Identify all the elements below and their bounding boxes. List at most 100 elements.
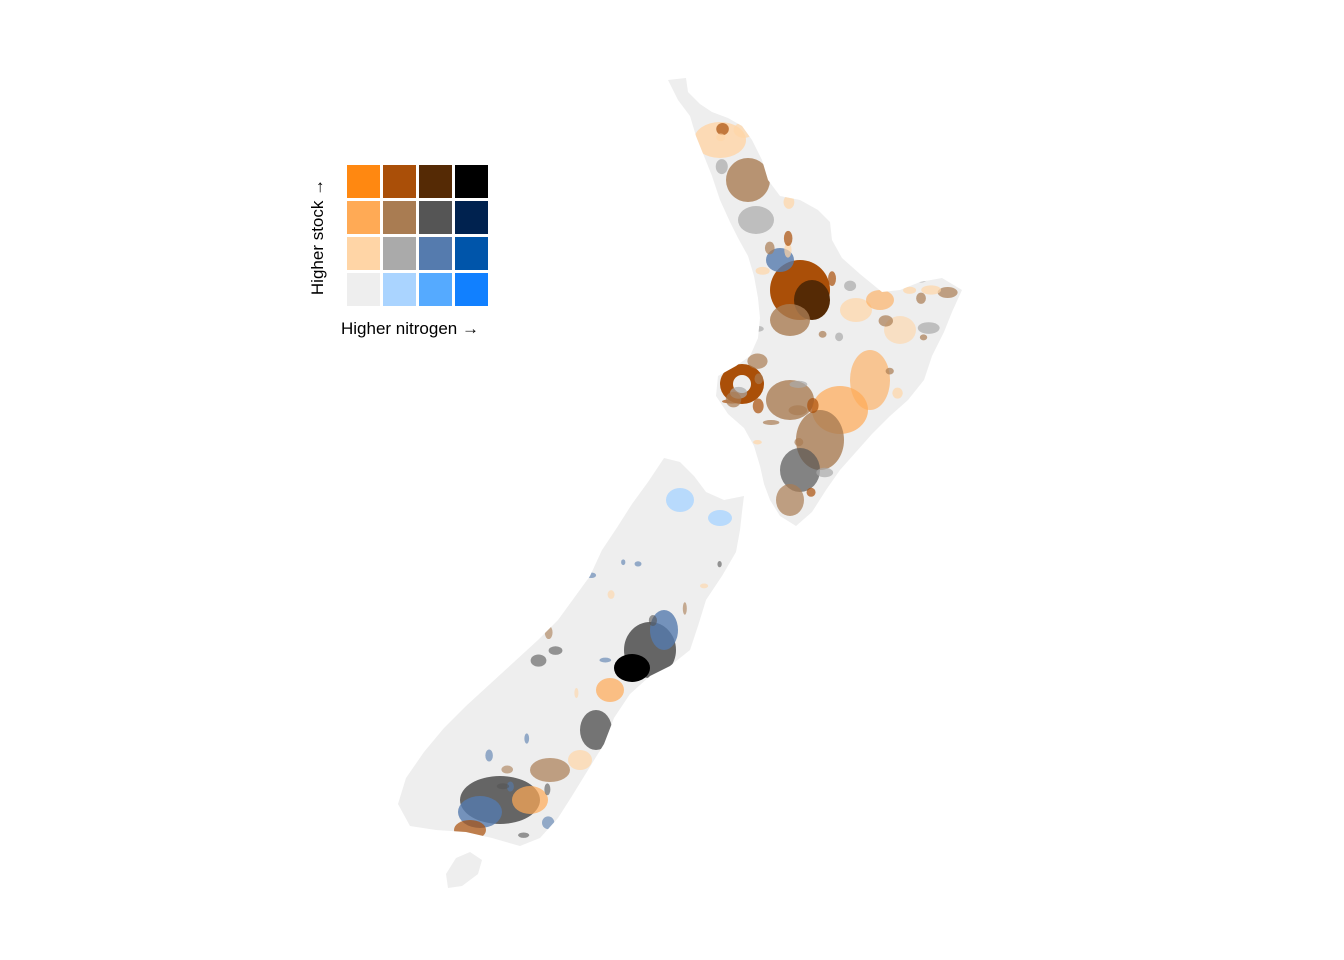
map-patch xyxy=(574,687,579,699)
legend-swatch xyxy=(419,165,452,198)
map-patch xyxy=(783,195,795,209)
map-patch xyxy=(544,625,553,640)
map-patch xyxy=(443,699,453,709)
map-patch xyxy=(937,286,958,299)
map-patch xyxy=(784,242,792,258)
map-patch xyxy=(599,749,610,755)
map-patch xyxy=(708,510,732,526)
map-patch xyxy=(648,615,657,627)
map-patch xyxy=(454,820,486,840)
map-patch xyxy=(716,133,726,142)
map-patch xyxy=(932,474,952,488)
map-patch xyxy=(542,816,555,830)
map-patch xyxy=(715,159,728,175)
map-patch xyxy=(764,241,775,255)
map-patch xyxy=(650,610,678,650)
map-patch xyxy=(506,781,514,792)
map-patch xyxy=(818,125,829,136)
legend-swatch xyxy=(419,237,452,270)
map-patch xyxy=(752,398,764,414)
map-patch xyxy=(780,448,820,492)
map-patch xyxy=(770,304,810,336)
map-patch xyxy=(667,771,680,782)
map-patch xyxy=(682,602,687,615)
map-patch xyxy=(720,299,734,304)
map-patch xyxy=(806,487,816,497)
map-patch xyxy=(529,587,542,594)
map-patch xyxy=(708,401,722,412)
legend-y-axis-label: Higher stock → xyxy=(308,178,327,296)
map-patch xyxy=(685,749,694,761)
map-patch xyxy=(685,656,693,664)
legend-swatch xyxy=(419,273,452,306)
map-patch xyxy=(921,285,942,295)
map-patch xyxy=(695,317,715,332)
map-patch xyxy=(566,806,572,816)
map-patch xyxy=(917,394,925,403)
map-patch xyxy=(833,115,845,124)
map-patch xyxy=(518,832,530,838)
map-patch xyxy=(762,420,780,425)
map-patch xyxy=(541,583,552,590)
map-patch xyxy=(710,737,718,744)
map-patch xyxy=(544,783,551,796)
map-patch xyxy=(541,599,551,607)
map-patch xyxy=(853,214,866,220)
map-patch xyxy=(799,134,821,146)
map-patch xyxy=(607,590,615,599)
legend-color-grid xyxy=(347,165,491,309)
legend-swatch xyxy=(419,201,452,234)
map-patch xyxy=(776,484,804,516)
map-patch xyxy=(496,783,510,790)
map-patch xyxy=(699,583,709,589)
map-patch xyxy=(747,353,768,369)
map-patch xyxy=(725,391,742,408)
map-patch xyxy=(721,267,731,277)
map-patch xyxy=(903,286,917,294)
map-patch xyxy=(462,689,476,694)
map-patch xyxy=(440,593,449,603)
map-patch xyxy=(514,554,525,566)
map-patch xyxy=(666,488,694,512)
map-patch xyxy=(657,843,664,846)
map-patch xyxy=(807,397,819,414)
map-patch xyxy=(726,158,770,202)
map-patch xyxy=(521,625,532,636)
map-patch xyxy=(844,280,857,292)
map-patch xyxy=(754,373,764,385)
stewart-island xyxy=(446,852,482,888)
legend-swatch xyxy=(347,237,380,270)
map-patch xyxy=(596,678,624,702)
map-patch xyxy=(753,439,762,445)
map-patch xyxy=(464,593,469,605)
map-patch xyxy=(479,583,491,592)
bivariate-legend: Higher stock → Higher nitrogen → xyxy=(300,160,520,350)
map-patch xyxy=(866,290,894,310)
map-patch xyxy=(880,156,891,170)
map-patch xyxy=(869,490,886,499)
map-patch xyxy=(788,405,808,416)
map-patch xyxy=(733,107,750,113)
map-patch xyxy=(919,334,928,341)
map-patch xyxy=(863,214,873,231)
map-patch xyxy=(524,733,530,744)
map-patch xyxy=(892,387,903,399)
map-patch xyxy=(436,645,445,658)
map-patch xyxy=(822,120,835,128)
map-patch xyxy=(634,561,642,567)
map-patch xyxy=(580,710,612,750)
map-patch xyxy=(698,642,714,654)
map-patch xyxy=(548,646,563,655)
map-patch xyxy=(878,315,894,327)
legend-swatch xyxy=(383,273,416,306)
map-patch xyxy=(595,777,611,791)
map-patch xyxy=(694,249,710,259)
map-patch xyxy=(755,266,770,275)
map-patch xyxy=(766,380,814,420)
map-patch xyxy=(478,651,484,660)
map-patch xyxy=(721,423,742,431)
legend-swatch xyxy=(347,273,380,306)
legend-swatch xyxy=(455,165,488,198)
